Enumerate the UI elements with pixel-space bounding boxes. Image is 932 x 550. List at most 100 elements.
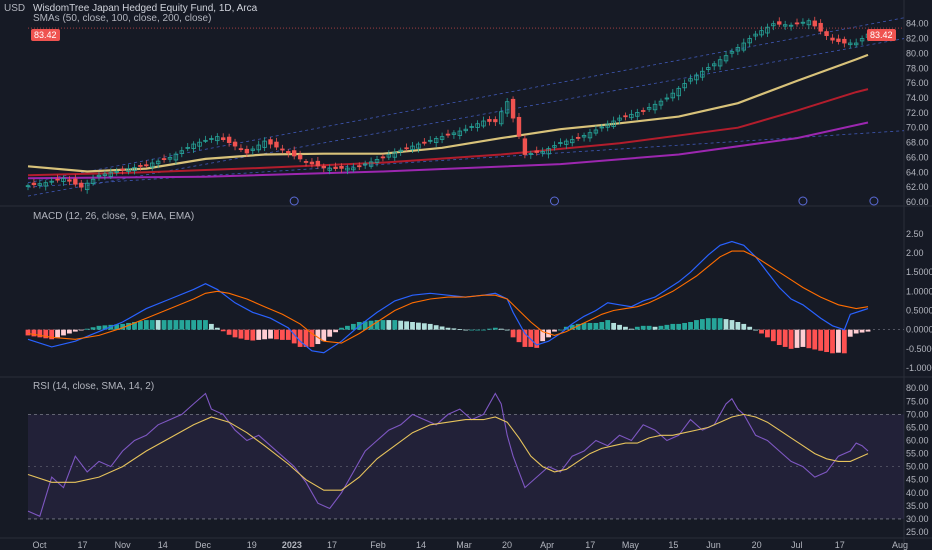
macd-histogram-bar [256, 329, 262, 340]
candle-body [197, 141, 202, 147]
candle-body [144, 164, 149, 167]
sma-legend[interactable]: SMAs (50, close, 100, close, 200, close) [33, 13, 212, 24]
time-axis-label: 15 [668, 540, 678, 550]
candle-body [611, 120, 616, 127]
candle-body [315, 160, 321, 167]
macd-histogram-bar [628, 328, 634, 330]
rsi-axis-label: 30.00 [906, 514, 929, 524]
rsi-pane[interactable] [27, 392, 869, 518]
macd-histogram-bar [208, 323, 214, 330]
candle-body [652, 103, 658, 111]
candle-body [777, 21, 782, 25]
candle-body [676, 87, 681, 97]
candle-body [309, 161, 315, 165]
macd-histogram-bar [374, 320, 380, 330]
candle-body [688, 78, 693, 82]
candle-body [587, 132, 593, 139]
candle-body [357, 165, 362, 168]
price-axis-label: 76.00 [906, 78, 929, 88]
macd-histogram-bar [404, 321, 409, 330]
macd-histogram-bar [285, 329, 291, 340]
macd-histogram-bar [327, 329, 333, 337]
macd-histogram-bar [676, 323, 682, 330]
time-axis-label: 17 [585, 540, 595, 550]
macd-histogram-bar [179, 320, 185, 330]
macd-histogram-bar [741, 323, 747, 330]
candle-body [416, 143, 421, 149]
candle-body [380, 156, 386, 159]
macd-legend[interactable]: MACD (12, 26, close, 9, EMA, EMA) [33, 211, 195, 222]
macd-histogram-bar [238, 329, 244, 339]
macd-histogram-bar [67, 329, 72, 334]
candle-body [61, 177, 66, 182]
currency-label: USD [4, 3, 26, 14]
candle-body [641, 110, 646, 112]
macd-histogram-bar [262, 329, 268, 340]
candle-body [191, 143, 196, 149]
time-axis-label: Dec [195, 540, 212, 550]
macd-histogram-bar [611, 322, 617, 330]
macd-pane[interactable] [25, 240, 871, 354]
macd-histogram-bar [90, 327, 96, 330]
candle-body [711, 63, 717, 67]
macd-histogram-bar [841, 329, 847, 354]
time-axis-label: Jun [706, 540, 721, 550]
candle-body [280, 148, 285, 151]
candle-body [291, 150, 297, 157]
time-axis-label: 14 [416, 540, 426, 550]
macd-histogram-bar [688, 322, 693, 330]
rsi-legend[interactable]: RSI (14, close, SMA, 14, 2) [33, 381, 155, 392]
macd-histogram-bar [102, 325, 108, 330]
macd-histogram-bar [333, 329, 339, 333]
time-axis-label: 14 [158, 540, 168, 550]
macd-histogram-bar [380, 320, 386, 330]
candle-body [504, 101, 510, 114]
price-axis-label: 72.00 [906, 108, 929, 118]
axis-last-price-badge: 83.42 [867, 29, 896, 41]
candle-body [55, 178, 60, 181]
candle-body [327, 167, 332, 171]
candle-body [31, 182, 37, 186]
candle-body [830, 37, 835, 41]
candle-body [848, 42, 853, 46]
macd-histogram-bar [362, 321, 368, 330]
macd-histogram-bar [794, 329, 800, 348]
rsi-axis-label: 80.00 [906, 383, 929, 393]
price-axis-label: 68.00 [906, 138, 929, 148]
candle-body [818, 22, 823, 32]
price-axis-label: 80.00 [906, 48, 929, 58]
macd-histogram-bar [776, 329, 782, 345]
macd-histogram-bar [504, 329, 510, 331]
dividend-marker-icon [289, 196, 299, 206]
time-axis-label: May [622, 540, 640, 550]
candle-body [806, 20, 812, 26]
price-axis-label: 62.00 [906, 182, 929, 192]
macd-histogram-bar [61, 329, 66, 336]
macd-histogram-bar [788, 329, 794, 349]
candle-body [694, 74, 699, 81]
macd-histogram-bar [699, 319, 705, 330]
candle-body [451, 132, 457, 135]
candle-body [759, 30, 764, 36]
price-pane[interactable] [25, 16, 905, 206]
time-axis-label: 19 [247, 540, 257, 550]
macd-histogram-bar [78, 329, 84, 331]
candle-body [226, 136, 232, 143]
macd-histogram-bar [31, 329, 37, 337]
candle-body [836, 38, 841, 42]
candle-body [747, 38, 752, 44]
macd-histogram-bar [410, 322, 415, 330]
candle-body [333, 166, 338, 169]
macd-histogram-bar [398, 320, 404, 330]
macd-histogram-bar [232, 329, 238, 338]
rsi-line [27, 392, 869, 518]
candle-body [717, 59, 723, 67]
macd-histogram-bar [457, 329, 463, 330]
rsi-ma-line [27, 413, 869, 491]
candle-body [209, 138, 214, 140]
macd-histogram-bar [433, 325, 439, 330]
macd-histogram-bar [806, 329, 812, 349]
candle-body [493, 119, 498, 123]
